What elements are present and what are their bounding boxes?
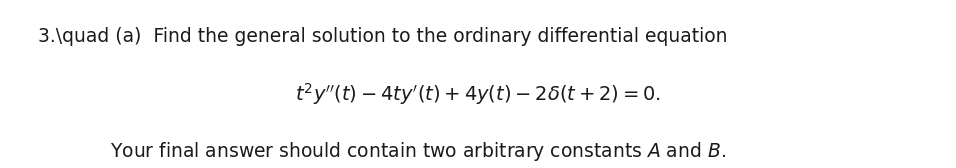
Text: $t^2y''(t) - 4ty'(t) + 4y(t) - 2\delta(t+2) = 0.$: $t^2y''(t) - 4ty'(t) + 4y(t) - 2\delta(t… [295,81,661,107]
Text: 3.\quad (a)  Find the general solution to the ordinary differential equation: 3.\quad (a) Find the general solution to… [38,27,728,47]
Text: Your final answer should contain two arbitrary constants $A$ and $B$.: Your final answer should contain two arb… [110,140,726,163]
